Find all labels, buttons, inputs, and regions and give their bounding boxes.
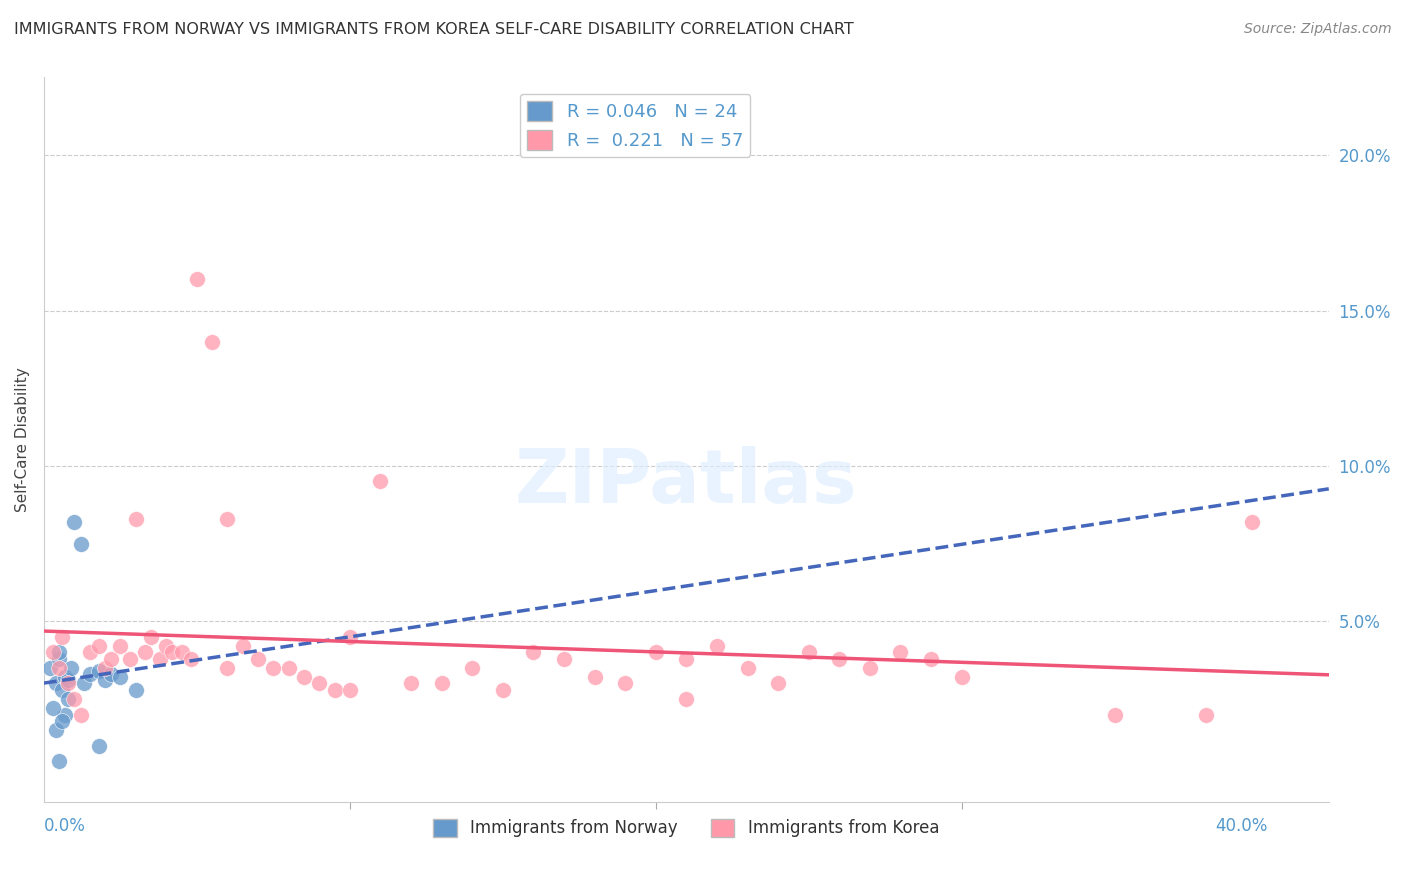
- Point: [110, 670, 132, 684]
- Point: [583, 670, 606, 684]
- Point: [889, 645, 911, 659]
- Point: [1104, 707, 1126, 722]
- Point: [247, 651, 270, 665]
- Point: [262, 661, 284, 675]
- Point: [201, 334, 224, 349]
- Point: [232, 639, 254, 653]
- Point: [139, 630, 162, 644]
- Point: [134, 645, 156, 659]
- Point: [48, 661, 70, 675]
- Point: [155, 639, 177, 653]
- Point: [87, 664, 110, 678]
- Point: [87, 739, 110, 753]
- Point: [45, 676, 67, 690]
- Point: [920, 651, 942, 665]
- Point: [644, 645, 666, 659]
- Point: [217, 512, 239, 526]
- Point: [675, 651, 697, 665]
- Point: [69, 536, 91, 550]
- Point: [42, 701, 65, 715]
- Point: [162, 645, 184, 659]
- Point: [60, 661, 83, 675]
- Point: [797, 645, 820, 659]
- Point: [100, 651, 122, 665]
- Point: [308, 676, 330, 690]
- Point: [51, 682, 73, 697]
- Point: [63, 515, 86, 529]
- Point: [430, 676, 453, 690]
- Point: [110, 639, 132, 653]
- Point: [87, 639, 110, 653]
- Point: [73, 676, 96, 690]
- Point: [45, 723, 67, 737]
- Point: [370, 475, 392, 489]
- Point: [180, 651, 202, 665]
- Y-axis label: Self-Care Disability: Self-Care Disability: [15, 368, 30, 512]
- Point: [51, 630, 73, 644]
- Legend: Immigrants from Norway, Immigrants from Korea: Immigrants from Norway, Immigrants from …: [427, 812, 946, 844]
- Point: [737, 661, 759, 675]
- Point: [124, 682, 146, 697]
- Point: [522, 645, 544, 659]
- Point: [614, 676, 637, 690]
- Point: [399, 676, 422, 690]
- Point: [58, 673, 80, 688]
- Point: [186, 272, 208, 286]
- Text: 40.0%: 40.0%: [1215, 817, 1268, 835]
- Point: [39, 661, 62, 675]
- Point: [675, 692, 697, 706]
- Point: [118, 651, 141, 665]
- Point: [766, 676, 789, 690]
- Point: [706, 639, 728, 653]
- Point: [492, 682, 515, 697]
- Point: [1241, 515, 1264, 529]
- Point: [69, 707, 91, 722]
- Point: [149, 651, 172, 665]
- Point: [79, 667, 101, 681]
- Point: [100, 667, 122, 681]
- Point: [94, 661, 117, 675]
- Point: [461, 661, 484, 675]
- Point: [53, 670, 76, 684]
- Point: [217, 661, 239, 675]
- Point: [828, 651, 851, 665]
- Text: Source: ZipAtlas.com: Source: ZipAtlas.com: [1244, 22, 1392, 37]
- Point: [124, 512, 146, 526]
- Point: [58, 692, 80, 706]
- Point: [42, 645, 65, 659]
- Point: [51, 714, 73, 728]
- Point: [277, 661, 299, 675]
- Text: 0.0%: 0.0%: [44, 817, 86, 835]
- Point: [339, 630, 361, 644]
- Text: ZIPatlas: ZIPatlas: [515, 447, 858, 519]
- Point: [48, 645, 70, 659]
- Point: [339, 682, 361, 697]
- Point: [859, 661, 882, 675]
- Point: [63, 692, 86, 706]
- Point: [53, 707, 76, 722]
- Point: [79, 645, 101, 659]
- Point: [48, 754, 70, 768]
- Text: IMMIGRANTS FROM NORWAY VS IMMIGRANTS FROM KOREA SELF-CARE DISABILITY CORRELATION: IMMIGRANTS FROM NORWAY VS IMMIGRANTS FRO…: [14, 22, 853, 37]
- Point: [950, 670, 973, 684]
- Point: [94, 673, 117, 688]
- Point: [292, 670, 315, 684]
- Point: [553, 651, 575, 665]
- Point: [1195, 707, 1218, 722]
- Point: [48, 651, 70, 665]
- Point: [58, 676, 80, 690]
- Point: [170, 645, 193, 659]
- Point: [323, 682, 346, 697]
